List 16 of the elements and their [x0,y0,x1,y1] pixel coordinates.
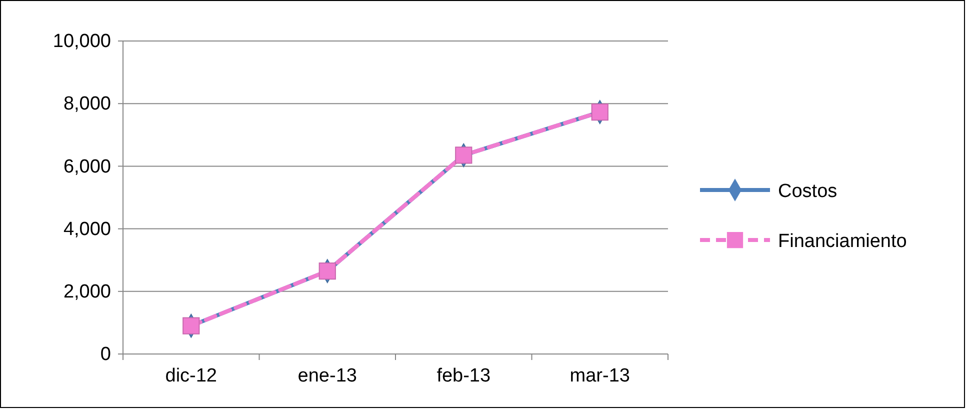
legend-label: Financiamiento [778,231,907,252]
x-tick-label: ene-13 [298,365,357,386]
point [455,146,472,164]
legend-label: Costos [778,181,838,202]
x-tick-label: mar-13 [570,365,630,386]
y-tick-label: 4,000 [63,218,111,240]
y-tick-label: 2,000 [63,281,111,302]
y-tick-label: 8,000 [63,94,111,115]
point [182,317,200,334]
y-tick-label: 6,000 [63,156,111,178]
point [318,262,336,280]
y-tick-label: 10,000 [52,31,111,52]
point [591,103,608,121]
x-tick-label: dic-12 [165,365,217,386]
y-tick-label: 0 [100,344,111,366]
x-tick-label: feb-13 [436,365,491,386]
